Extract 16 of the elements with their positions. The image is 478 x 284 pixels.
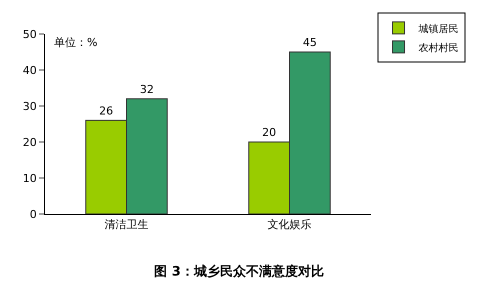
data-label: 45 — [302, 36, 317, 49]
y-tick-label: 0 — [30, 208, 37, 221]
data-label: 32 — [140, 82, 154, 96]
legend-label: 农村村民 — [418, 42, 459, 54]
y-tick-label: 10 — [22, 172, 37, 185]
y-tick-label: 50 — [22, 28, 37, 41]
data-label: 26 — [99, 104, 114, 118]
y-tick-label: 40 — [22, 64, 37, 77]
text: 图 3：城乡民众不满意度对比 — [154, 263, 324, 280]
x-tick-label: 清洁卫生 — [104, 218, 148, 232]
legend-label: 城镇居民 — [418, 22, 459, 35]
y-tick-label: 30 — [22, 100, 37, 113]
annotation: 单位：% — [54, 36, 98, 49]
x-tick-label: 文化娱乐 — [268, 218, 312, 232]
y-tick-label: 20 — [22, 136, 37, 149]
data-label: 20 — [262, 126, 276, 139]
